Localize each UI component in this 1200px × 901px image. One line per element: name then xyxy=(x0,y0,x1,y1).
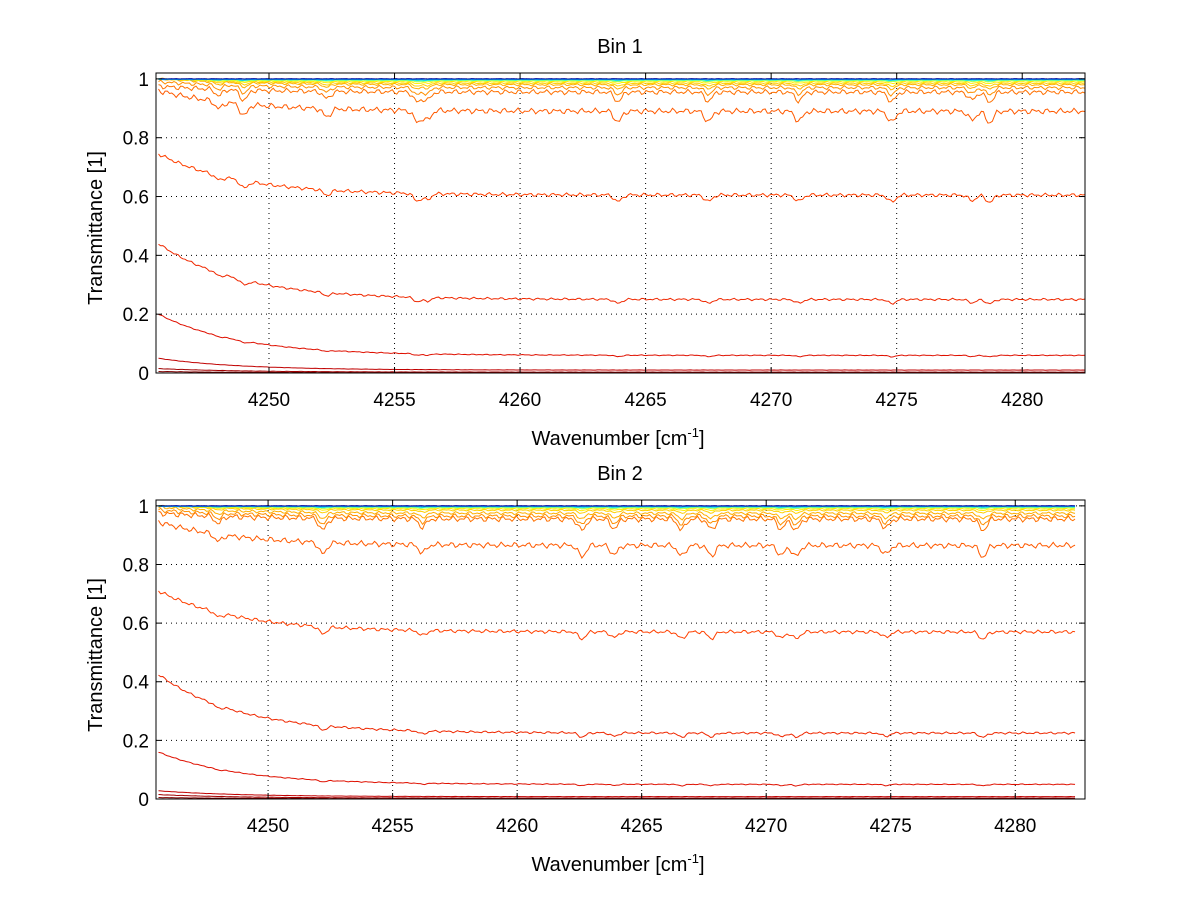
y-tick-labels: 0 0.2 0.4 0.6 0.8 1 xyxy=(123,497,150,811)
series-line xyxy=(158,520,1076,559)
y-tick-label: 0.4 xyxy=(123,246,150,267)
x-tick-label: 4275 xyxy=(876,390,918,411)
y-tick-label: 0.8 xyxy=(123,129,149,150)
y-axis-label: Transmittance [1] xyxy=(85,578,107,732)
series-line xyxy=(158,84,1086,104)
x-tick-label: 4280 xyxy=(994,816,1036,837)
series-line xyxy=(158,243,1086,305)
series-line xyxy=(158,88,1086,124)
series-line xyxy=(158,505,1076,508)
y-tick-label: 0 xyxy=(138,364,149,385)
x-tick-label: 4265 xyxy=(621,816,663,837)
series-line xyxy=(158,77,1086,91)
series-line xyxy=(158,368,1086,373)
series-line xyxy=(158,79,1086,97)
x-tick-label: 4250 xyxy=(247,816,289,837)
y-axis-label: Transmittance [1] xyxy=(85,151,107,305)
series-line xyxy=(158,357,1086,371)
series-line xyxy=(158,77,1086,88)
x-tick-labels: 4250 4255 4260 4265 4270 4275 4280 xyxy=(248,390,1044,411)
series-line xyxy=(158,674,1076,739)
y-tick-label: 1 xyxy=(138,70,149,91)
y-tick-label: 0 xyxy=(138,790,149,811)
x-tick-label: 4270 xyxy=(745,816,787,837)
tick-marks xyxy=(156,500,1085,800)
x-tick-label: 4270 xyxy=(750,390,792,411)
series-line xyxy=(158,794,1076,799)
series-group xyxy=(158,504,1076,800)
series-line xyxy=(158,505,1076,521)
series-line xyxy=(158,510,1076,532)
series-line xyxy=(158,313,1086,358)
y-tick-label: 1 xyxy=(138,497,149,518)
chart-bin-1: Bin 1 4250 4255 4260 4265 4270 4275 4280 00.20… xyxy=(85,36,1086,450)
series-line xyxy=(158,153,1086,203)
y-tick-label: 0.4 xyxy=(123,673,150,694)
y-tick-label: 0.8 xyxy=(123,555,149,576)
x-tick-label: 4260 xyxy=(496,816,538,837)
x-axis-label: Wavenumber [cm-1] xyxy=(531,425,704,450)
y-tick-label: 0.2 xyxy=(123,305,149,326)
tick-marks xyxy=(156,73,1085,374)
x-axis-label: Wavenumber [cm-1] xyxy=(531,851,704,876)
axes-box xyxy=(155,499,1086,800)
series-line xyxy=(158,78,1086,81)
series-line xyxy=(158,505,1076,512)
x-tick-labels: 4250 4255 4260 4265 4270 4275 4280 xyxy=(247,816,1036,837)
x-tick-label: 4280 xyxy=(1001,390,1043,411)
x-tick-label: 4265 xyxy=(624,390,666,411)
x-tick-label: 4255 xyxy=(371,816,413,837)
series-line xyxy=(158,751,1076,787)
x-tick-label: 4255 xyxy=(373,390,415,411)
y-tick-label: 0.6 xyxy=(123,188,149,209)
series-line xyxy=(158,504,1076,515)
series-line xyxy=(158,78,1086,85)
series-line xyxy=(158,507,1076,526)
x-tick-label: 4275 xyxy=(870,816,912,837)
x-tick-label: 4250 xyxy=(248,390,290,411)
grid xyxy=(156,73,1085,374)
chart-bin-2: Bin 2 4250 4255 4260 4265 4270 4275 4280 00.20… xyxy=(85,463,1086,876)
series-group xyxy=(158,77,1086,374)
series-line xyxy=(158,790,1076,798)
series-line xyxy=(158,590,1076,641)
y-tick-label: 0.2 xyxy=(123,731,149,752)
chart-title: Bin 2 xyxy=(597,463,643,485)
chart-title: Bin 1 xyxy=(597,36,643,58)
axes-box xyxy=(155,72,1086,374)
x-tick-label: 4260 xyxy=(499,390,541,411)
y-tick-labels: 0 0.2 0.4 0.6 0.8 1 xyxy=(123,70,150,385)
y-tick-label: 0.6 xyxy=(123,614,149,635)
